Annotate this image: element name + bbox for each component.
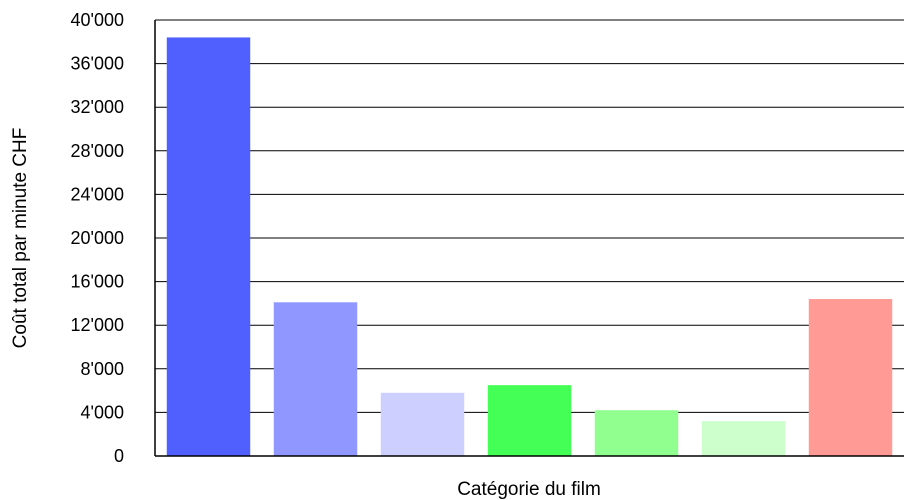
y-tick-label: 4'000 — [81, 402, 124, 422]
bar-3 — [380, 392, 465, 456]
y-tick-label: 0 — [114, 446, 124, 466]
y-tick-labels: 0 4'000 8'000 12'000 16'000 20'000 24'000 28'00… — [71, 10, 125, 466]
y-tick-label: 24'000 — [71, 184, 125, 204]
y-tick-label: 28'000 — [71, 141, 125, 161]
y-axis-title: Coût total par minute CHF — [10, 128, 31, 349]
x-axis-title: Catégorie du film — [457, 479, 601, 500]
y-tick-label: 36'000 — [71, 54, 125, 74]
bar-6 — [701, 421, 786, 456]
y-tick-label: 20'000 — [71, 228, 125, 248]
y-tick-label: 12'000 — [71, 315, 125, 335]
bars — [166, 37, 893, 456]
bar-1 — [166, 37, 251, 456]
y-tick-label: 40'000 — [71, 10, 125, 30]
y-tick-label: 32'000 — [71, 97, 125, 117]
bar-5 — [594, 410, 679, 456]
bar-7 — [808, 299, 893, 456]
y-tick-label: 8'000 — [81, 359, 124, 379]
gridlines — [155, 19, 904, 413]
bar-4 — [487, 385, 572, 456]
bar-2 — [273, 302, 358, 456]
axes — [154, 20, 904, 457]
y-tick-label: 16'000 — [71, 272, 125, 292]
